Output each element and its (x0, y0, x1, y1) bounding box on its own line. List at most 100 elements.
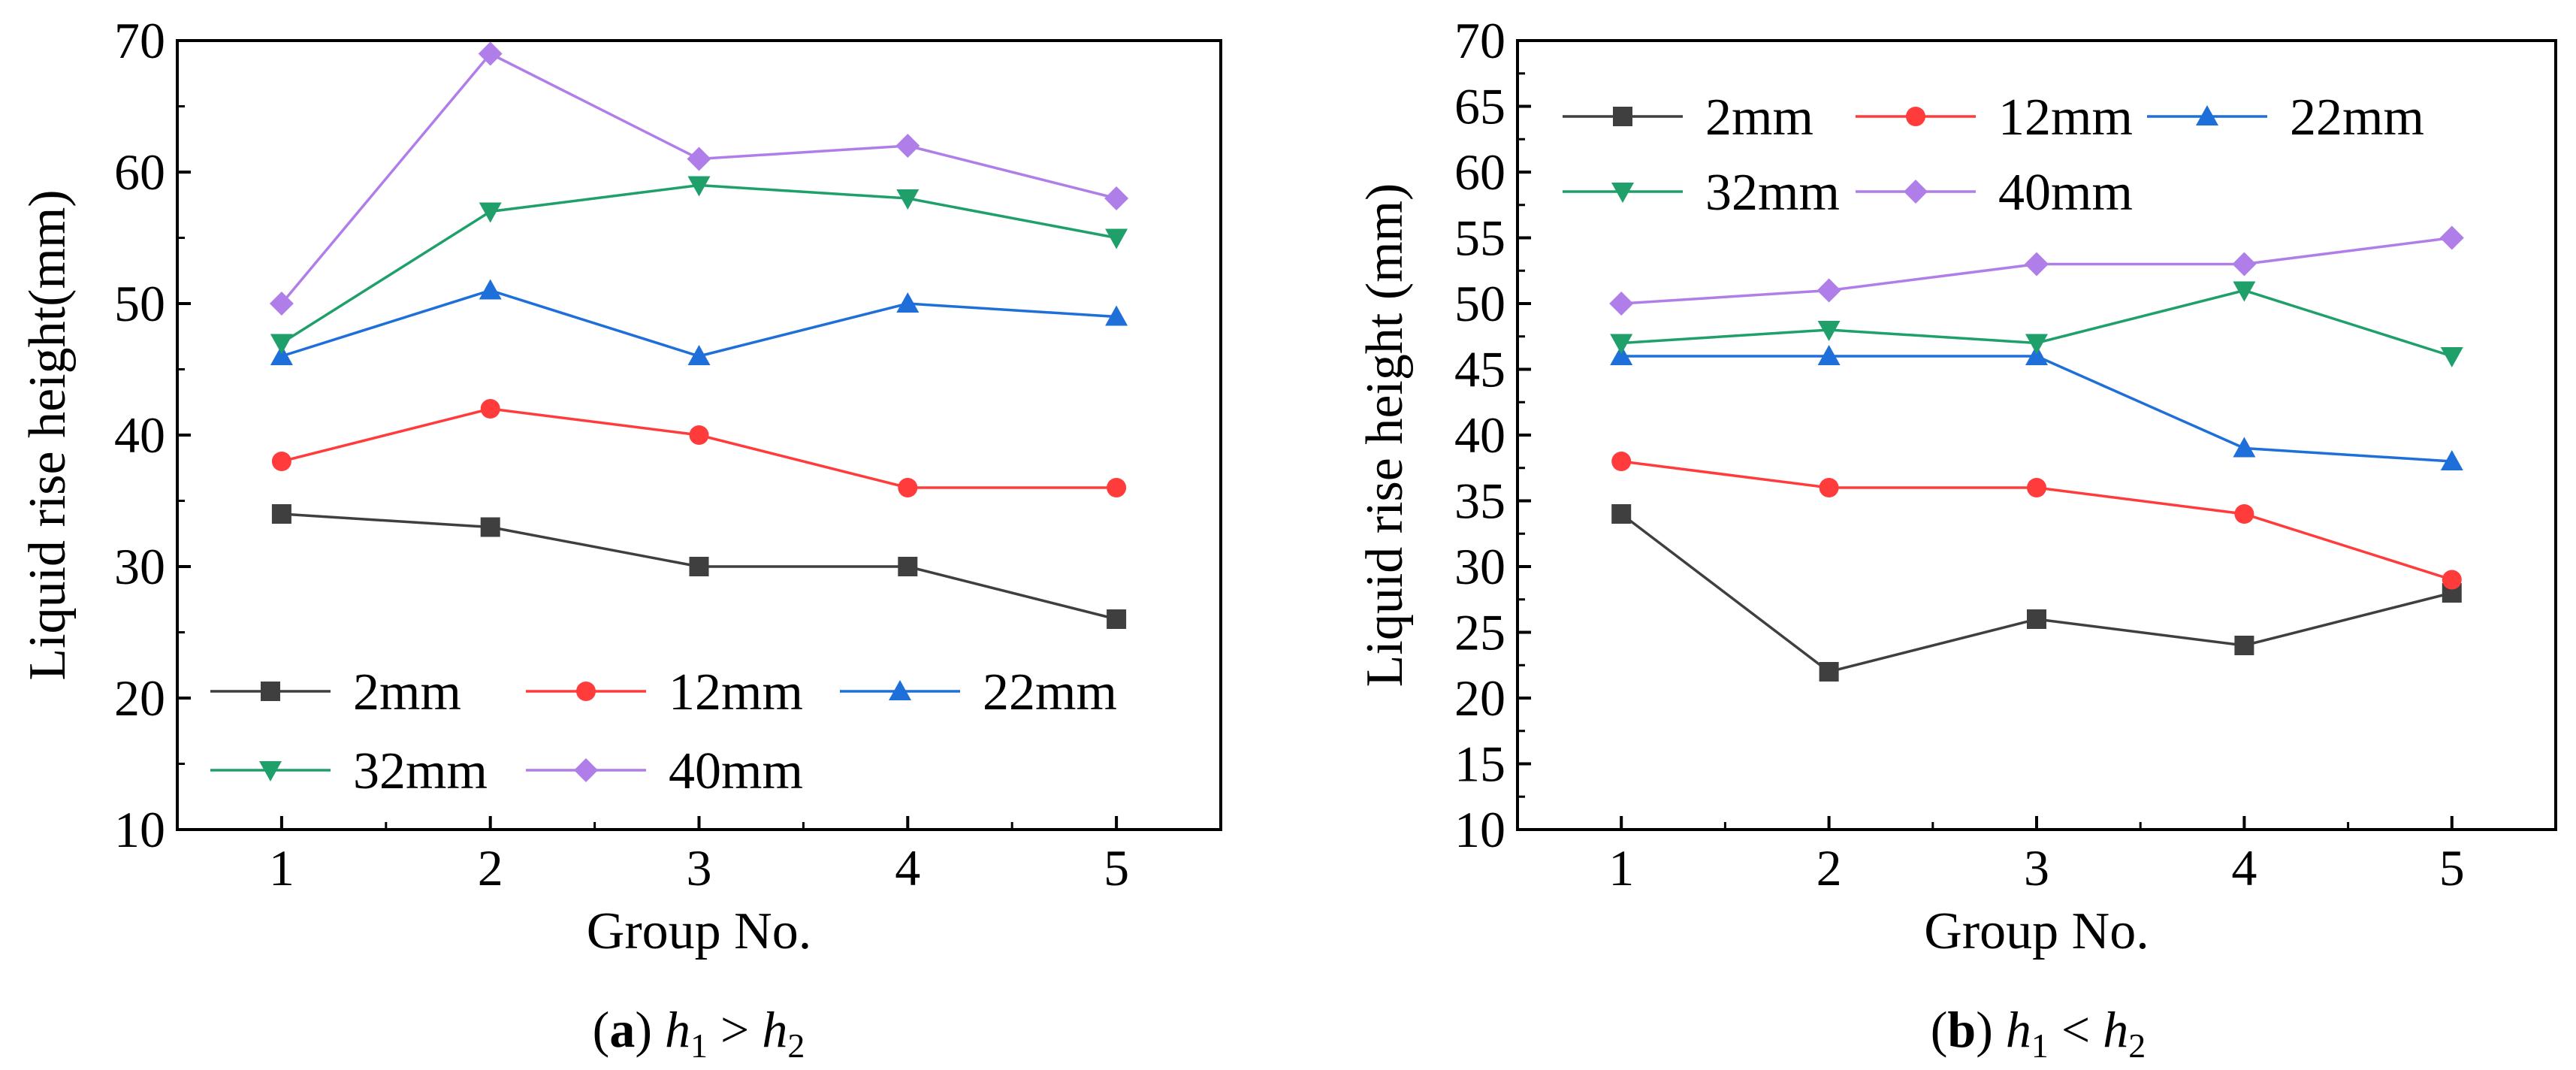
data-point (1817, 345, 1841, 365)
x-tick-label: 5 (2439, 839, 2465, 896)
data-point (270, 345, 293, 365)
legend-item: 32mm (210, 742, 488, 800)
legend-item: 22mm (840, 663, 1117, 721)
caption-space (749, 1001, 762, 1058)
legend-marker (1613, 107, 1632, 126)
legend-marker (1611, 183, 1634, 203)
data-point (1816, 278, 1841, 303)
caption-space (708, 1001, 720, 1058)
caption-h1: h (2006, 1001, 2031, 1058)
panel-caption: (a) h1 > h2 (593, 1001, 805, 1065)
caption-space (2049, 1001, 2061, 1058)
caption-paren-close: ) (1976, 1001, 2006, 1058)
y-tick-label: 50 (114, 275, 165, 332)
x-tick-label: 4 (895, 839, 920, 896)
caption-letter: a (609, 1001, 635, 1058)
x-tick-label: 1 (1608, 839, 1634, 896)
caption-sub1: 1 (2031, 1026, 2049, 1065)
y-tick-label: 20 (114, 670, 165, 727)
data-point (1817, 321, 1841, 341)
legend-item: 2mm (1563, 89, 1813, 147)
data-point (689, 425, 709, 445)
x-axis-title: Group No. (1924, 902, 2149, 960)
data-point (2025, 252, 2049, 277)
panel-caption: (b) h1 < h2 (1931, 1001, 2146, 1065)
caption-sub1: 1 (690, 1026, 708, 1065)
caption-h2: h (762, 1001, 787, 1058)
data-point (479, 279, 502, 300)
x-tick-label: 2 (478, 839, 503, 896)
data-point (1107, 478, 1127, 497)
x-axis-title: Group No. (587, 902, 811, 960)
data-point (689, 557, 709, 576)
series-12mm (271, 399, 1127, 497)
data-point (1611, 504, 1632, 524)
y-tick-label: 70 (1454, 12, 1505, 69)
data-point (271, 452, 291, 471)
legend-item: 12mm (526, 663, 803, 721)
data-point (2440, 450, 2463, 470)
series-32mm (270, 176, 1128, 355)
legend-item: 40mm (526, 742, 803, 800)
x-tick-label: 1 (269, 839, 294, 896)
caption-operator: > (720, 1001, 749, 1058)
y-tick-label: 45 (1454, 341, 1505, 398)
legend-marker (261, 682, 280, 701)
data-point (687, 345, 711, 365)
legend-marker (1904, 180, 1928, 204)
series-line (1621, 355, 2452, 463)
legend-marker (259, 761, 282, 781)
data-point (269, 292, 294, 316)
data-point (895, 134, 920, 158)
caption-sub2: 2 (2128, 1026, 2146, 1065)
data-point (480, 517, 500, 537)
data-point (2232, 252, 2257, 277)
data-point (898, 557, 918, 576)
legend-marker (889, 680, 911, 700)
y-tick-label: 40 (1454, 407, 1505, 464)
data-point (687, 176, 711, 197)
legend-label: 12mm (669, 663, 803, 721)
data-point (1107, 609, 1127, 629)
series-32mm (1610, 281, 2463, 367)
x-tick-label: 2 (1816, 839, 1842, 896)
data-point (2234, 636, 2254, 655)
data-point (2233, 281, 2256, 302)
x-tick-label: 4 (2231, 839, 2257, 896)
caption-paren-open: ( (593, 1001, 610, 1058)
series-2mm (271, 504, 1127, 629)
data-point (1105, 305, 1128, 326)
data-point (1819, 478, 1839, 497)
series-22mm (270, 279, 1128, 365)
y-tick-label: 30 (1454, 538, 1505, 595)
legend-marker (574, 758, 598, 782)
data-point (896, 189, 920, 210)
y-tick-label: 25 (1454, 604, 1505, 661)
y-tick-label: 30 (114, 538, 165, 595)
caption-paren-open: ( (1931, 1001, 1948, 1058)
y-tick-label: 60 (114, 144, 165, 201)
y-tick-label: 10 (1454, 801, 1505, 858)
data-point (898, 478, 918, 497)
caption-operator: < (2061, 1001, 2090, 1058)
legend-label: 12mm (1998, 89, 2133, 147)
data-point (1609, 292, 1634, 316)
y-tick-label: 60 (1454, 144, 1505, 201)
legend-label: 32mm (1705, 164, 1840, 222)
data-point (2025, 334, 2048, 355)
legend-marker (576, 682, 596, 701)
caption-h1: h (665, 1001, 690, 1058)
legend-marker (2196, 105, 2218, 125)
y-tick-label: 20 (1454, 670, 1505, 727)
data-point (480, 399, 500, 419)
data-point (2234, 504, 2254, 524)
data-point (1105, 228, 1128, 249)
legend-label: 22mm (983, 663, 1117, 721)
data-point (479, 202, 502, 223)
data-point (1819, 662, 1839, 682)
y-axis-title: Liquid rise height (mm) (1356, 183, 1414, 688)
data-point (2027, 609, 2046, 629)
series-line (281, 407, 1117, 489)
legend-item: 32mm (1563, 164, 1840, 222)
